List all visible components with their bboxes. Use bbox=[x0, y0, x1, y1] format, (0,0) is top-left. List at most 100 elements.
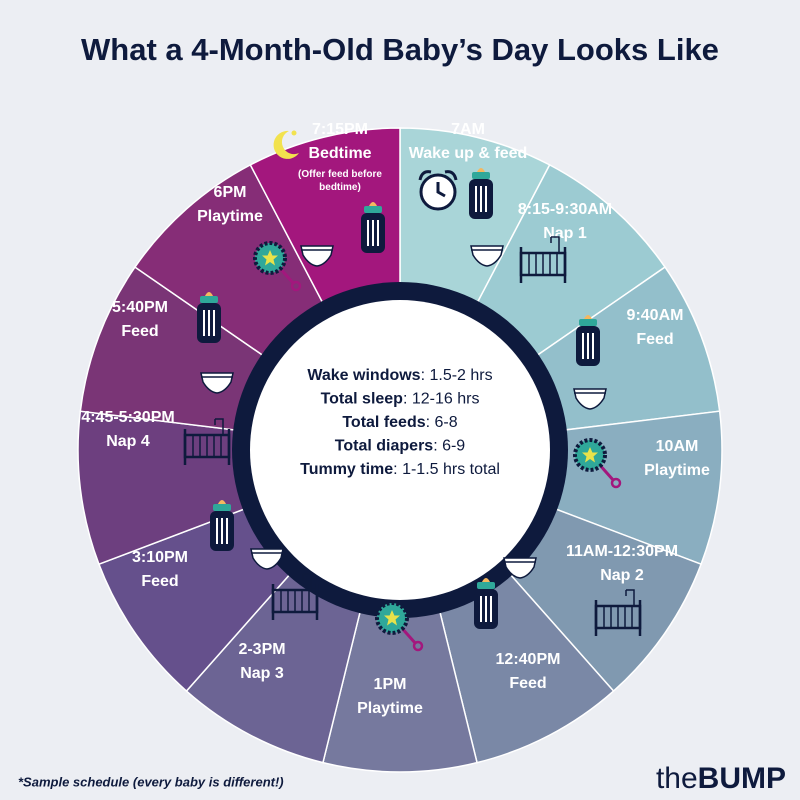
diaper-shape bbox=[200, 372, 234, 394]
clock-icon bbox=[418, 170, 458, 211]
bottle-icon bbox=[474, 578, 498, 629]
bottle-icon bbox=[197, 292, 221, 343]
moon-shape bbox=[273, 130, 299, 159]
crib-icon bbox=[271, 573, 319, 620]
bottle-nipple bbox=[218, 500, 226, 504]
bottle-nipple bbox=[477, 168, 485, 172]
summary-value: : 6-9 bbox=[433, 438, 465, 455]
crib-icon bbox=[519, 236, 567, 283]
crib-mobile bbox=[302, 573, 312, 590]
segment-time: 8:15-9:30AM bbox=[518, 201, 612, 218]
bottle-icon bbox=[576, 315, 600, 366]
summary-line: Total feeds: 6-8 bbox=[342, 414, 457, 431]
summary-value: : 12-16 hrs bbox=[403, 391, 479, 408]
summary-label: Wake windows bbox=[307, 367, 420, 384]
bottle-nipple bbox=[482, 578, 490, 582]
bottle-nipple bbox=[584, 315, 592, 319]
bottle-cap bbox=[477, 582, 495, 589]
summary-line: Tummy time: 1-1.5 hrs total bbox=[300, 461, 500, 478]
brand-name: BUMP bbox=[698, 762, 786, 795]
center-disc bbox=[250, 300, 550, 600]
bottle-icon bbox=[210, 500, 234, 551]
crib-mobile bbox=[625, 589, 635, 606]
segment-time: 7AM bbox=[451, 121, 485, 138]
segment-time: 10AM bbox=[656, 438, 699, 455]
bottle-nipple bbox=[369, 202, 377, 206]
bottle-icon bbox=[361, 202, 385, 253]
clock-hands bbox=[436, 182, 446, 198]
clock-bells bbox=[418, 170, 458, 181]
summary-line: Wake windows: 1.5-2 hrs bbox=[307, 367, 492, 384]
brand: theBUMP bbox=[656, 762, 786, 795]
segment-time: 1PM bbox=[374, 676, 407, 693]
summary-value: : 6-8 bbox=[426, 414, 458, 431]
summary-label: Total feeds bbox=[342, 414, 425, 431]
title: What a 4-Month-Old Baby’s Day Looks Like bbox=[81, 32, 719, 67]
diaper-icon bbox=[503, 557, 537, 579]
diaper-shape bbox=[300, 245, 334, 267]
crib-icon bbox=[183, 418, 231, 465]
rattle-ring bbox=[290, 280, 302, 292]
summary-line: Total sleep: 12-16 hrs bbox=[321, 391, 480, 408]
segment-time: 6PM bbox=[214, 184, 247, 201]
segment-activity: Playtime bbox=[644, 462, 710, 479]
diaper-icon bbox=[573, 388, 607, 410]
rattle-star bbox=[582, 447, 598, 463]
bottle-cap bbox=[364, 206, 382, 213]
diaper-icon bbox=[300, 245, 334, 267]
segment-activity: Playtime bbox=[357, 700, 423, 717]
segment-activity: Nap 1 bbox=[543, 225, 587, 242]
segment-activity: Nap 4 bbox=[106, 433, 150, 450]
segment-time: 5:40PM bbox=[112, 299, 168, 316]
bottle-cap bbox=[213, 504, 231, 511]
diaper-icon bbox=[200, 372, 234, 394]
moon-star bbox=[291, 130, 297, 136]
segment-activity: Bedtime bbox=[308, 145, 371, 162]
diaper-shape bbox=[470, 245, 504, 267]
crib-mobile bbox=[550, 236, 560, 253]
summary-value: : 1-1.5 hrs total bbox=[393, 461, 500, 478]
bottle-cap bbox=[200, 296, 218, 303]
bottle-cap bbox=[472, 172, 490, 179]
segment-time: 3:10PM bbox=[132, 549, 188, 566]
segment-time: 11AM-12:30PM bbox=[566, 543, 678, 560]
segment-activity: Feed bbox=[509, 675, 546, 692]
brand-prefix: the bbox=[656, 762, 698, 795]
rattle-icon bbox=[375, 601, 424, 652]
diaper-shape bbox=[573, 388, 607, 410]
footnote: *Sample schedule (every baby is differen… bbox=[18, 774, 284, 789]
segment-time: 12:40PM bbox=[496, 651, 561, 668]
crib-icon bbox=[594, 589, 642, 636]
segment-time: 4:45-5:30PM bbox=[81, 409, 174, 426]
diaper-icon bbox=[250, 548, 284, 570]
summary-label: Total sleep bbox=[321, 391, 404, 408]
bottle-nipple bbox=[205, 292, 213, 296]
segment-activity: Feed bbox=[121, 323, 158, 340]
diaper-icon bbox=[470, 245, 504, 267]
segment-note: (Offer feed before bedtime) bbox=[298, 169, 382, 193]
segment-time: 9:40AM bbox=[627, 307, 684, 324]
rattle-icon bbox=[573, 438, 622, 489]
rattle-icon bbox=[253, 241, 302, 292]
diaper-shape bbox=[503, 557, 537, 579]
crib-mobile bbox=[214, 418, 224, 435]
segment-time: 7:15PM bbox=[312, 121, 368, 138]
rattle-star bbox=[262, 250, 278, 266]
segment-activity: Feed bbox=[636, 331, 673, 348]
rattle-star bbox=[384, 610, 400, 626]
summary-label: Tummy time bbox=[300, 461, 393, 478]
summary-label: Total diapers bbox=[335, 438, 433, 455]
segment-activity: Wake up & feed bbox=[409, 145, 528, 162]
segment-activity: Playtime bbox=[197, 208, 263, 225]
moon-icon bbox=[273, 130, 299, 159]
segment-activity: Nap 2 bbox=[600, 567, 644, 584]
bottle-icon bbox=[469, 168, 493, 219]
rattle-ring bbox=[412, 640, 424, 652]
segment-time: 2-3PM bbox=[238, 641, 285, 658]
segment-activity: Feed bbox=[141, 573, 178, 590]
segment-activity: Nap 3 bbox=[240, 665, 284, 682]
summary-value: : 1.5-2 hrs bbox=[421, 367, 493, 384]
segment-note-box: (Offer feed before bedtime) bbox=[298, 169, 382, 193]
rattle-ring bbox=[610, 477, 622, 489]
